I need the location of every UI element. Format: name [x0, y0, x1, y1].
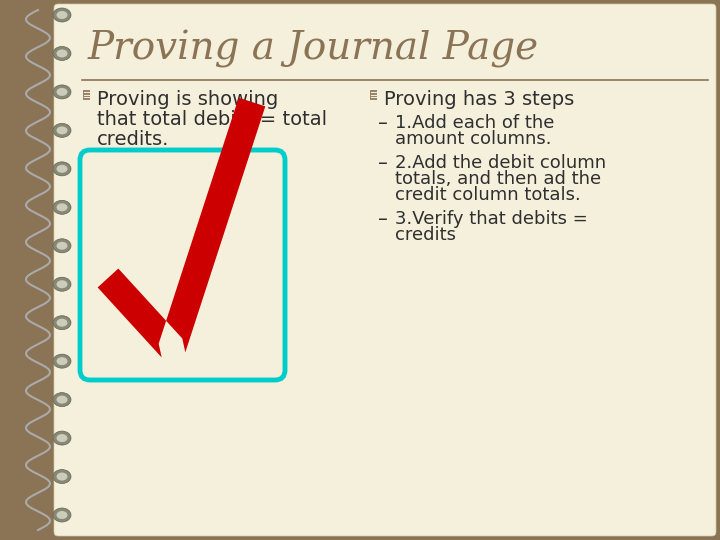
Text: 1.Add each of the: 1.Add each of the: [395, 114, 554, 132]
Text: amount columns.: amount columns.: [395, 130, 552, 148]
Ellipse shape: [53, 85, 71, 99]
Ellipse shape: [53, 8, 71, 22]
Ellipse shape: [56, 165, 68, 173]
Text: 3.Verify that debits =: 3.Verify that debits =: [395, 210, 588, 228]
Ellipse shape: [56, 126, 68, 134]
Ellipse shape: [53, 508, 71, 522]
Ellipse shape: [56, 472, 68, 481]
Text: credit column totals.: credit column totals.: [395, 186, 581, 204]
Ellipse shape: [56, 319, 68, 327]
Ellipse shape: [56, 511, 68, 519]
FancyBboxPatch shape: [370, 90, 377, 100]
Ellipse shape: [56, 280, 68, 288]
Polygon shape: [98, 98, 265, 357]
Ellipse shape: [56, 242, 68, 250]
Text: that total debits = total: that total debits = total: [97, 110, 327, 129]
Text: credits.: credits.: [97, 130, 169, 149]
Ellipse shape: [56, 88, 68, 96]
Text: Proving a Journal Page: Proving a Journal Page: [88, 30, 539, 68]
Ellipse shape: [53, 46, 71, 60]
Ellipse shape: [53, 393, 71, 407]
FancyBboxPatch shape: [54, 4, 716, 536]
Text: –: –: [378, 154, 388, 173]
Ellipse shape: [56, 357, 68, 365]
Ellipse shape: [56, 203, 68, 211]
Ellipse shape: [56, 11, 68, 19]
Text: 2.Add the debit column: 2.Add the debit column: [395, 154, 606, 172]
Ellipse shape: [56, 396, 68, 403]
Ellipse shape: [53, 162, 71, 176]
Ellipse shape: [53, 239, 71, 253]
Ellipse shape: [53, 200, 71, 214]
Text: credits: credits: [395, 226, 456, 244]
Ellipse shape: [56, 434, 68, 442]
Text: Proving is showing: Proving is showing: [97, 90, 278, 109]
Text: Proving has 3 steps: Proving has 3 steps: [384, 90, 575, 109]
Text: –: –: [378, 210, 388, 229]
Text: –: –: [378, 114, 388, 133]
Ellipse shape: [56, 50, 68, 57]
Ellipse shape: [53, 123, 71, 137]
FancyBboxPatch shape: [83, 90, 90, 100]
Ellipse shape: [53, 431, 71, 445]
Ellipse shape: [53, 470, 71, 483]
Ellipse shape: [53, 354, 71, 368]
Ellipse shape: [53, 277, 71, 291]
Text: totals, and then ad the: totals, and then ad the: [395, 170, 601, 188]
Ellipse shape: [53, 316, 71, 330]
